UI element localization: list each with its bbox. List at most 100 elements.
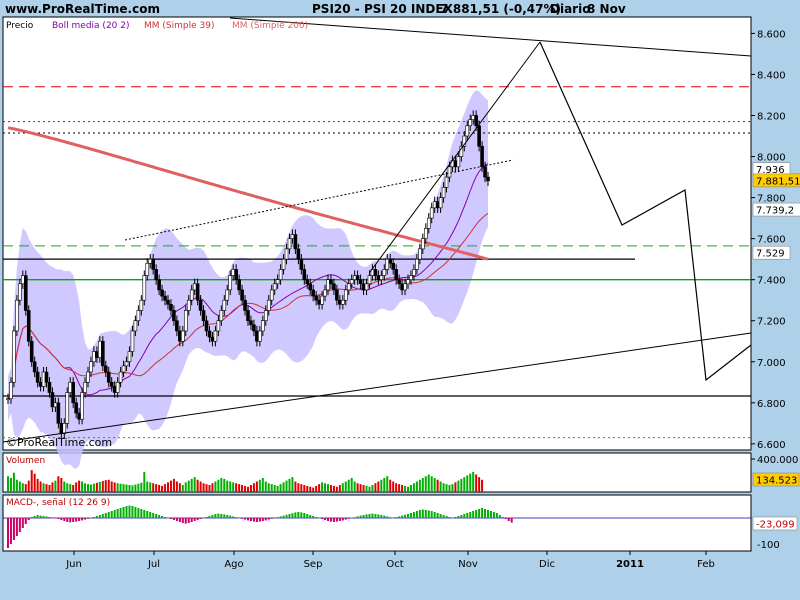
candle-body — [329, 279, 333, 285]
price-candle — [186, 295, 191, 316]
candle-body — [486, 176, 490, 182]
candle-body — [290, 234, 295, 239]
price-candle — [136, 305, 141, 326]
macd-bar — [116, 509, 119, 518]
macd-bar — [359, 515, 362, 518]
macd-bar — [300, 512, 303, 518]
macd-bar — [181, 518, 184, 523]
volume-bar — [327, 484, 329, 492]
instrument-title: PSI20 - PSI 20 INDEX — [312, 2, 453, 16]
candle-body — [403, 283, 407, 291]
volume-bar — [193, 477, 196, 492]
candle-body — [379, 275, 384, 280]
macd-bar — [371, 513, 374, 518]
volume-bar — [368, 486, 371, 492]
candle-body — [352, 275, 357, 280]
volume-bar — [107, 479, 110, 492]
candle-body — [186, 299, 191, 311]
macd-bar — [84, 518, 87, 520]
volume-bar — [167, 482, 169, 492]
candle-body — [385, 258, 390, 270]
candle-body — [438, 197, 443, 209]
candle-body — [373, 269, 378, 276]
candle-body — [444, 176, 449, 188]
volume-bar — [152, 483, 155, 492]
macd-bar — [460, 515, 463, 518]
volume-bar — [104, 480, 107, 492]
price-value-tag — [752, 202, 800, 217]
macd-bar — [205, 517, 208, 518]
price-candle — [468, 114, 473, 131]
volume-bar — [184, 482, 187, 492]
volume-bar — [92, 483, 95, 492]
candle-body — [56, 402, 61, 424]
macd-bar — [134, 507, 137, 518]
candle-body — [115, 381, 120, 393]
volume-bar — [303, 485, 306, 492]
candle-body — [240, 289, 244, 301]
candle-body — [429, 207, 434, 219]
macd-bar — [214, 514, 217, 518]
volume-bar — [347, 479, 350, 492]
macd-value-tag-label: -23,099 — [756, 520, 795, 531]
macd-bar — [356, 516, 359, 518]
price-value-tag-label: 7.936 — [756, 165, 785, 176]
volume-bar — [247, 486, 249, 492]
volume-bar — [398, 484, 401, 492]
macd-bar — [469, 512, 472, 518]
macd-bar — [484, 509, 487, 518]
macd-bar — [421, 509, 424, 518]
volume-bar — [472, 471, 475, 492]
volume-bar — [9, 478, 12, 492]
volume-bar — [75, 482, 78, 492]
macd-bar — [495, 513, 498, 518]
price-candle — [243, 295, 247, 316]
macd-bar — [412, 512, 415, 518]
macd-bar — [489, 511, 492, 518]
volume-bar — [258, 479, 261, 492]
price-candle — [18, 278, 22, 306]
candle-body — [222, 299, 227, 311]
candle-body — [109, 381, 114, 387]
price-y-tick-label: 8.600 — [757, 29, 786, 40]
macd-bar — [81, 518, 84, 521]
volume-bar — [261, 478, 264, 492]
trendline-3 — [369, 41, 541, 273]
price-candle — [109, 377, 114, 392]
volume-bar — [255, 481, 258, 492]
macd-bar — [63, 518, 66, 521]
volume-bar — [424, 476, 427, 492]
candle-body — [62, 423, 67, 434]
macd-bar — [101, 514, 104, 518]
candle-body — [391, 262, 395, 270]
volume-bar — [220, 478, 223, 492]
volume-bar — [300, 484, 303, 492]
price-candle — [456, 151, 461, 172]
candle-body — [311, 289, 315, 297]
volume-bar — [407, 486, 409, 492]
macd-bar — [161, 516, 164, 518]
candle-body — [216, 320, 221, 332]
volume-bar — [297, 483, 300, 492]
price-value-tag — [752, 173, 800, 188]
candle-body — [29, 340, 34, 363]
candle-body — [358, 279, 363, 285]
price-candle — [101, 336, 105, 371]
candle-body — [35, 371, 40, 383]
price-candle — [415, 254, 419, 275]
volume-bar — [332, 485, 335, 492]
volume-bar — [335, 486, 338, 492]
price-candle — [142, 270, 147, 306]
site-label: www.ProRealTime.com — [5, 2, 160, 16]
volume-bar — [113, 482, 116, 492]
candle-body — [118, 371, 123, 383]
volume-bar — [164, 484, 167, 492]
price-candle — [225, 284, 230, 306]
candle-body — [462, 135, 467, 147]
volume-bar — [401, 485, 404, 492]
candle-body — [207, 330, 212, 338]
macd-bar — [267, 518, 270, 520]
volume-bar — [421, 478, 424, 492]
price-candle — [246, 305, 250, 326]
macd-bar — [125, 506, 128, 518]
